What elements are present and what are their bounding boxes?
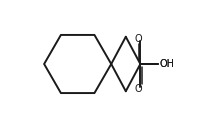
Text: O: O (134, 84, 142, 94)
Text: OH: OH (160, 59, 175, 69)
Text: OH: OH (160, 59, 175, 69)
Text: O: O (134, 34, 142, 44)
